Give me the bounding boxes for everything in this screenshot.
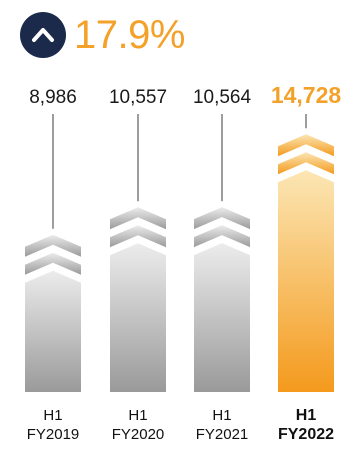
category-label: H1 [128,407,147,424]
category-label: H1 [296,407,317,424]
bar-chevron [194,225,250,248]
value-label: 8,986 [29,87,77,108]
bar [110,243,166,392]
value-label: 10,564 [193,87,252,108]
category-label: FY2022 [278,426,334,443]
bar-chevron [194,207,250,230]
bar-chevron [25,234,81,257]
bar-chevron [278,134,334,157]
growth-percentage: 17.9% [74,13,185,57]
category-label: FY2020 [112,426,165,443]
value-label: 10,557 [109,87,167,108]
category-label: H1 [43,407,62,424]
bar-chevron [110,225,166,248]
category-label: FY2021 [196,426,249,443]
category-label: H1 [212,407,231,424]
value-label: 14,728 [271,82,342,108]
up-chevron-circle-icon [20,12,66,58]
category-label: FY2019 [27,426,80,443]
bar [278,170,334,392]
bar [194,243,250,392]
growth-header: 17.9% [20,12,185,58]
bar-chevron [278,152,334,175]
bar-chevron [110,207,166,230]
bar-chevron [25,252,81,275]
bar [25,270,81,392]
